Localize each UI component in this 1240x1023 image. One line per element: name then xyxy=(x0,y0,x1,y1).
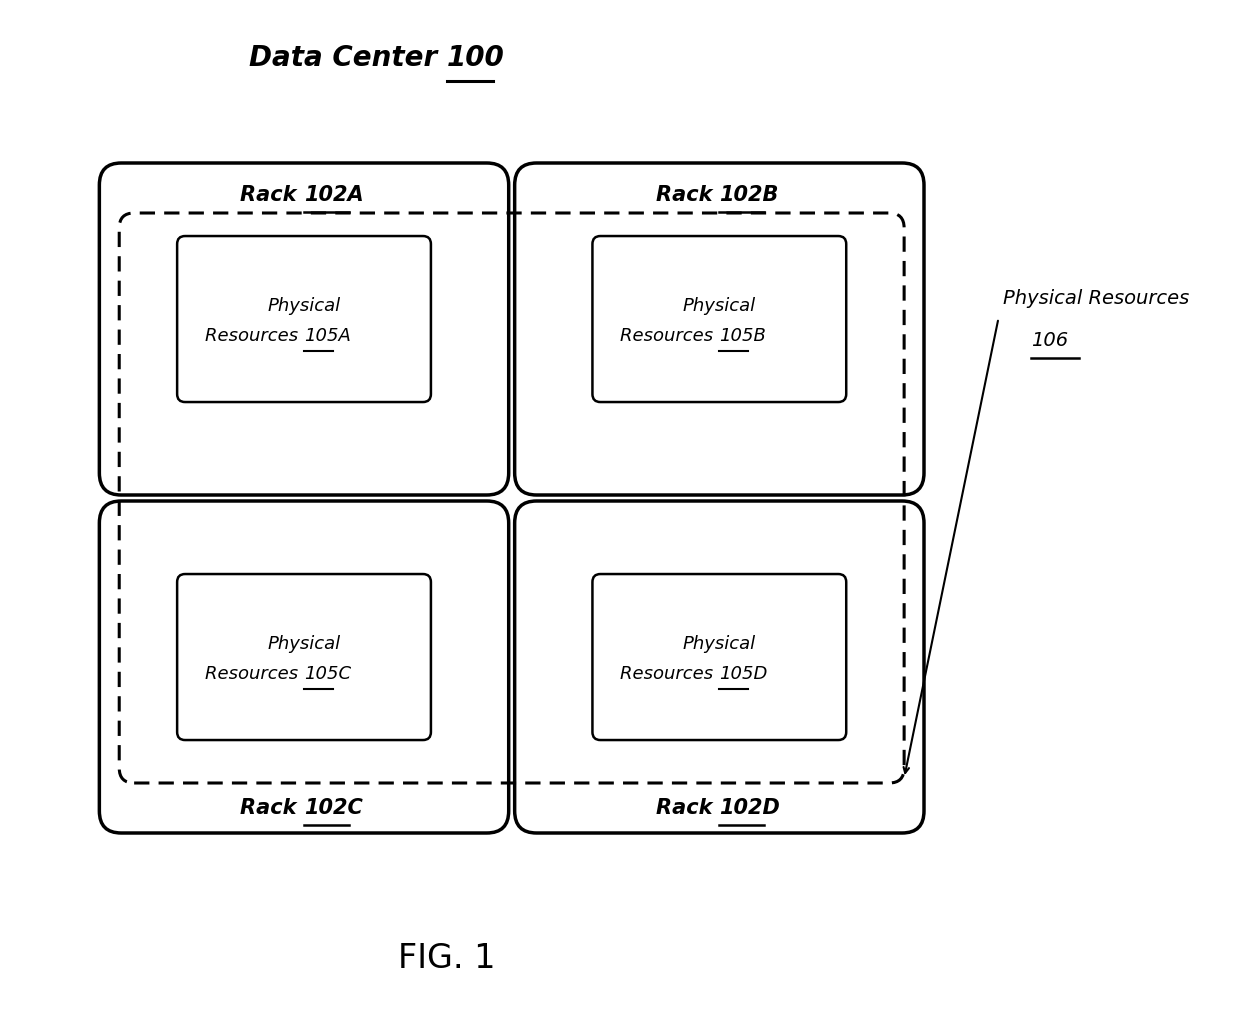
Text: FIG. 1: FIG. 1 xyxy=(398,941,496,975)
Text: 105A: 105A xyxy=(304,327,351,345)
Text: Resources: Resources xyxy=(620,665,719,683)
FancyBboxPatch shape xyxy=(593,574,846,740)
Text: Physical: Physical xyxy=(268,297,341,315)
FancyBboxPatch shape xyxy=(515,501,924,833)
Text: 100: 100 xyxy=(448,44,505,72)
Text: Physical: Physical xyxy=(683,635,756,653)
Text: 106: 106 xyxy=(1032,330,1069,350)
Text: Rack: Rack xyxy=(656,185,719,205)
FancyBboxPatch shape xyxy=(593,236,846,402)
Text: 102B: 102B xyxy=(719,185,779,205)
Text: Resources: Resources xyxy=(205,665,304,683)
Text: 102D: 102D xyxy=(719,798,780,818)
Text: Physical: Physical xyxy=(683,297,756,315)
Text: Rack: Rack xyxy=(241,798,304,818)
Text: Rack: Rack xyxy=(241,185,304,205)
FancyBboxPatch shape xyxy=(99,501,508,833)
Text: 102C: 102C xyxy=(304,798,363,818)
FancyBboxPatch shape xyxy=(177,236,432,402)
Text: Resources: Resources xyxy=(620,327,719,345)
Text: Resources: Resources xyxy=(205,327,304,345)
Text: 105C: 105C xyxy=(304,665,351,683)
Text: Physical Resources: Physical Resources xyxy=(1003,288,1189,308)
FancyBboxPatch shape xyxy=(515,163,924,495)
Text: Rack: Rack xyxy=(656,798,719,818)
Text: Physical: Physical xyxy=(268,635,341,653)
Text: Data Center: Data Center xyxy=(249,44,448,72)
Text: 105D: 105D xyxy=(719,665,768,683)
FancyBboxPatch shape xyxy=(177,574,432,740)
FancyBboxPatch shape xyxy=(99,163,508,495)
Text: 102A: 102A xyxy=(304,185,363,205)
Text: 105B: 105B xyxy=(719,327,766,345)
